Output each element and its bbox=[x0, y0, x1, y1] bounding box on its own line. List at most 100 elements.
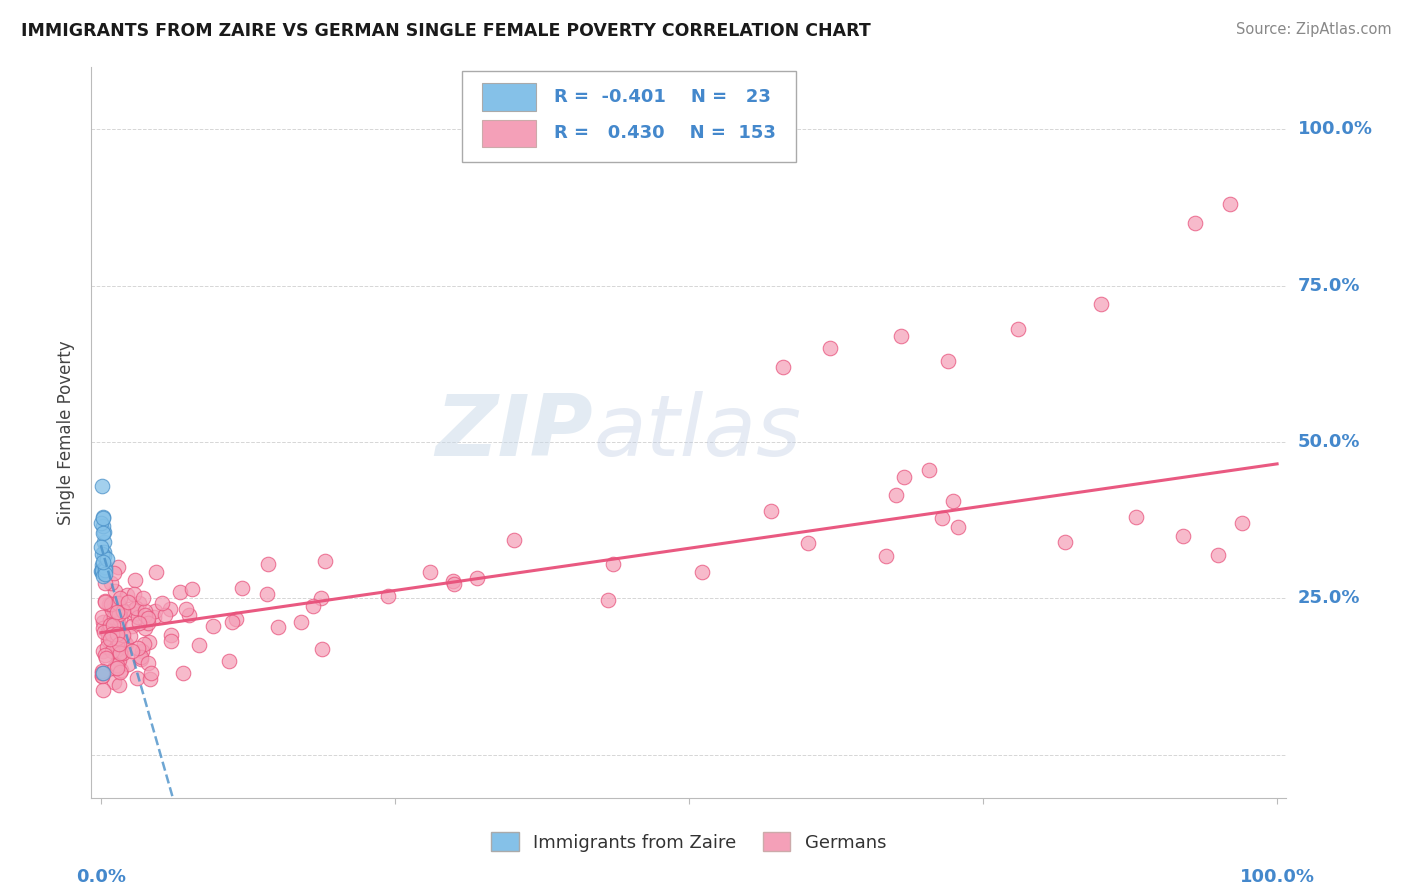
Point bbox=[93, 545, 115, 559]
Point bbox=[98, 613, 121, 627]
Point bbox=[890, 328, 912, 343]
Point bbox=[108, 607, 131, 621]
Point bbox=[90, 516, 112, 530]
Point bbox=[172, 665, 194, 680]
Point bbox=[884, 488, 907, 502]
Point bbox=[91, 511, 114, 525]
Point bbox=[117, 657, 139, 671]
Point bbox=[121, 644, 143, 658]
Legend: Immigrants from Zaire, Germans: Immigrants from Zaire, Germans bbox=[484, 825, 894, 859]
Point bbox=[931, 511, 953, 525]
Point bbox=[93, 624, 115, 639]
Point bbox=[111, 628, 134, 642]
Point bbox=[91, 566, 114, 580]
Point bbox=[290, 615, 312, 629]
Point bbox=[105, 606, 128, 620]
Point bbox=[93, 535, 115, 549]
Point bbox=[97, 632, 120, 647]
Point bbox=[103, 610, 125, 624]
Text: R =  -0.401    N =   23: R = -0.401 N = 23 bbox=[554, 88, 770, 106]
Point bbox=[108, 636, 131, 650]
Point bbox=[94, 648, 117, 662]
Point bbox=[1230, 516, 1253, 531]
Point bbox=[1171, 529, 1194, 543]
Text: 100.0%: 100.0% bbox=[1298, 120, 1372, 138]
Point bbox=[91, 555, 114, 569]
Point bbox=[108, 678, 131, 692]
Point bbox=[127, 641, 149, 656]
Point bbox=[91, 683, 114, 698]
Point bbox=[110, 664, 132, 678]
Point bbox=[100, 603, 122, 617]
Point bbox=[1219, 197, 1241, 211]
Point bbox=[818, 341, 841, 355]
Point bbox=[143, 605, 166, 619]
Point bbox=[94, 594, 117, 608]
Point bbox=[1125, 510, 1147, 524]
Point bbox=[91, 569, 114, 583]
Point bbox=[772, 359, 794, 374]
Point bbox=[177, 607, 200, 622]
Point bbox=[105, 638, 128, 652]
Point bbox=[596, 593, 619, 607]
Point bbox=[91, 669, 114, 683]
Point bbox=[443, 576, 465, 591]
Point bbox=[128, 596, 150, 610]
Point bbox=[225, 612, 247, 626]
Point bbox=[91, 510, 114, 524]
Point bbox=[105, 643, 128, 657]
Point bbox=[112, 635, 135, 649]
Point bbox=[111, 646, 134, 660]
Point bbox=[121, 618, 143, 632]
Point bbox=[127, 609, 149, 624]
Point bbox=[1184, 216, 1206, 230]
Point bbox=[692, 565, 714, 579]
Point bbox=[91, 609, 114, 624]
Point bbox=[96, 551, 118, 566]
Point bbox=[131, 643, 153, 657]
Point bbox=[129, 651, 152, 665]
Point bbox=[112, 634, 135, 648]
Text: 100.0%: 100.0% bbox=[1240, 868, 1315, 886]
FancyBboxPatch shape bbox=[461, 70, 796, 162]
Y-axis label: Single Female Poverty: Single Female Poverty bbox=[58, 341, 76, 524]
Point bbox=[90, 564, 112, 578]
Point bbox=[309, 591, 332, 605]
Point bbox=[115, 588, 138, 602]
Point bbox=[1090, 297, 1112, 311]
Point bbox=[1054, 535, 1077, 549]
Point bbox=[132, 637, 155, 651]
Point bbox=[111, 604, 134, 618]
Text: 0.0%: 0.0% bbox=[76, 868, 125, 886]
Point bbox=[110, 647, 132, 661]
Point bbox=[101, 618, 124, 632]
Point bbox=[120, 629, 142, 643]
Point bbox=[91, 519, 114, 533]
Point bbox=[105, 632, 128, 646]
Text: atlas: atlas bbox=[593, 391, 801, 475]
Point bbox=[136, 657, 159, 671]
Point bbox=[301, 599, 323, 613]
Point bbox=[936, 353, 959, 368]
Text: 50.0%: 50.0% bbox=[1298, 433, 1360, 451]
Point bbox=[181, 582, 204, 596]
Point bbox=[107, 596, 129, 610]
Point bbox=[110, 600, 132, 615]
Point bbox=[128, 615, 150, 630]
Point bbox=[138, 635, 160, 649]
Point bbox=[136, 611, 159, 625]
Point bbox=[90, 540, 112, 554]
Text: 25.0%: 25.0% bbox=[1298, 590, 1360, 607]
Point bbox=[107, 615, 129, 629]
Point bbox=[93, 563, 115, 577]
Point bbox=[134, 621, 156, 635]
Point bbox=[122, 587, 145, 601]
Point bbox=[108, 591, 131, 605]
Point bbox=[153, 607, 176, 622]
Point bbox=[218, 654, 240, 668]
Point bbox=[174, 602, 197, 616]
Point bbox=[875, 549, 897, 563]
Point bbox=[100, 643, 122, 657]
Point bbox=[441, 574, 464, 589]
Point bbox=[108, 613, 131, 627]
